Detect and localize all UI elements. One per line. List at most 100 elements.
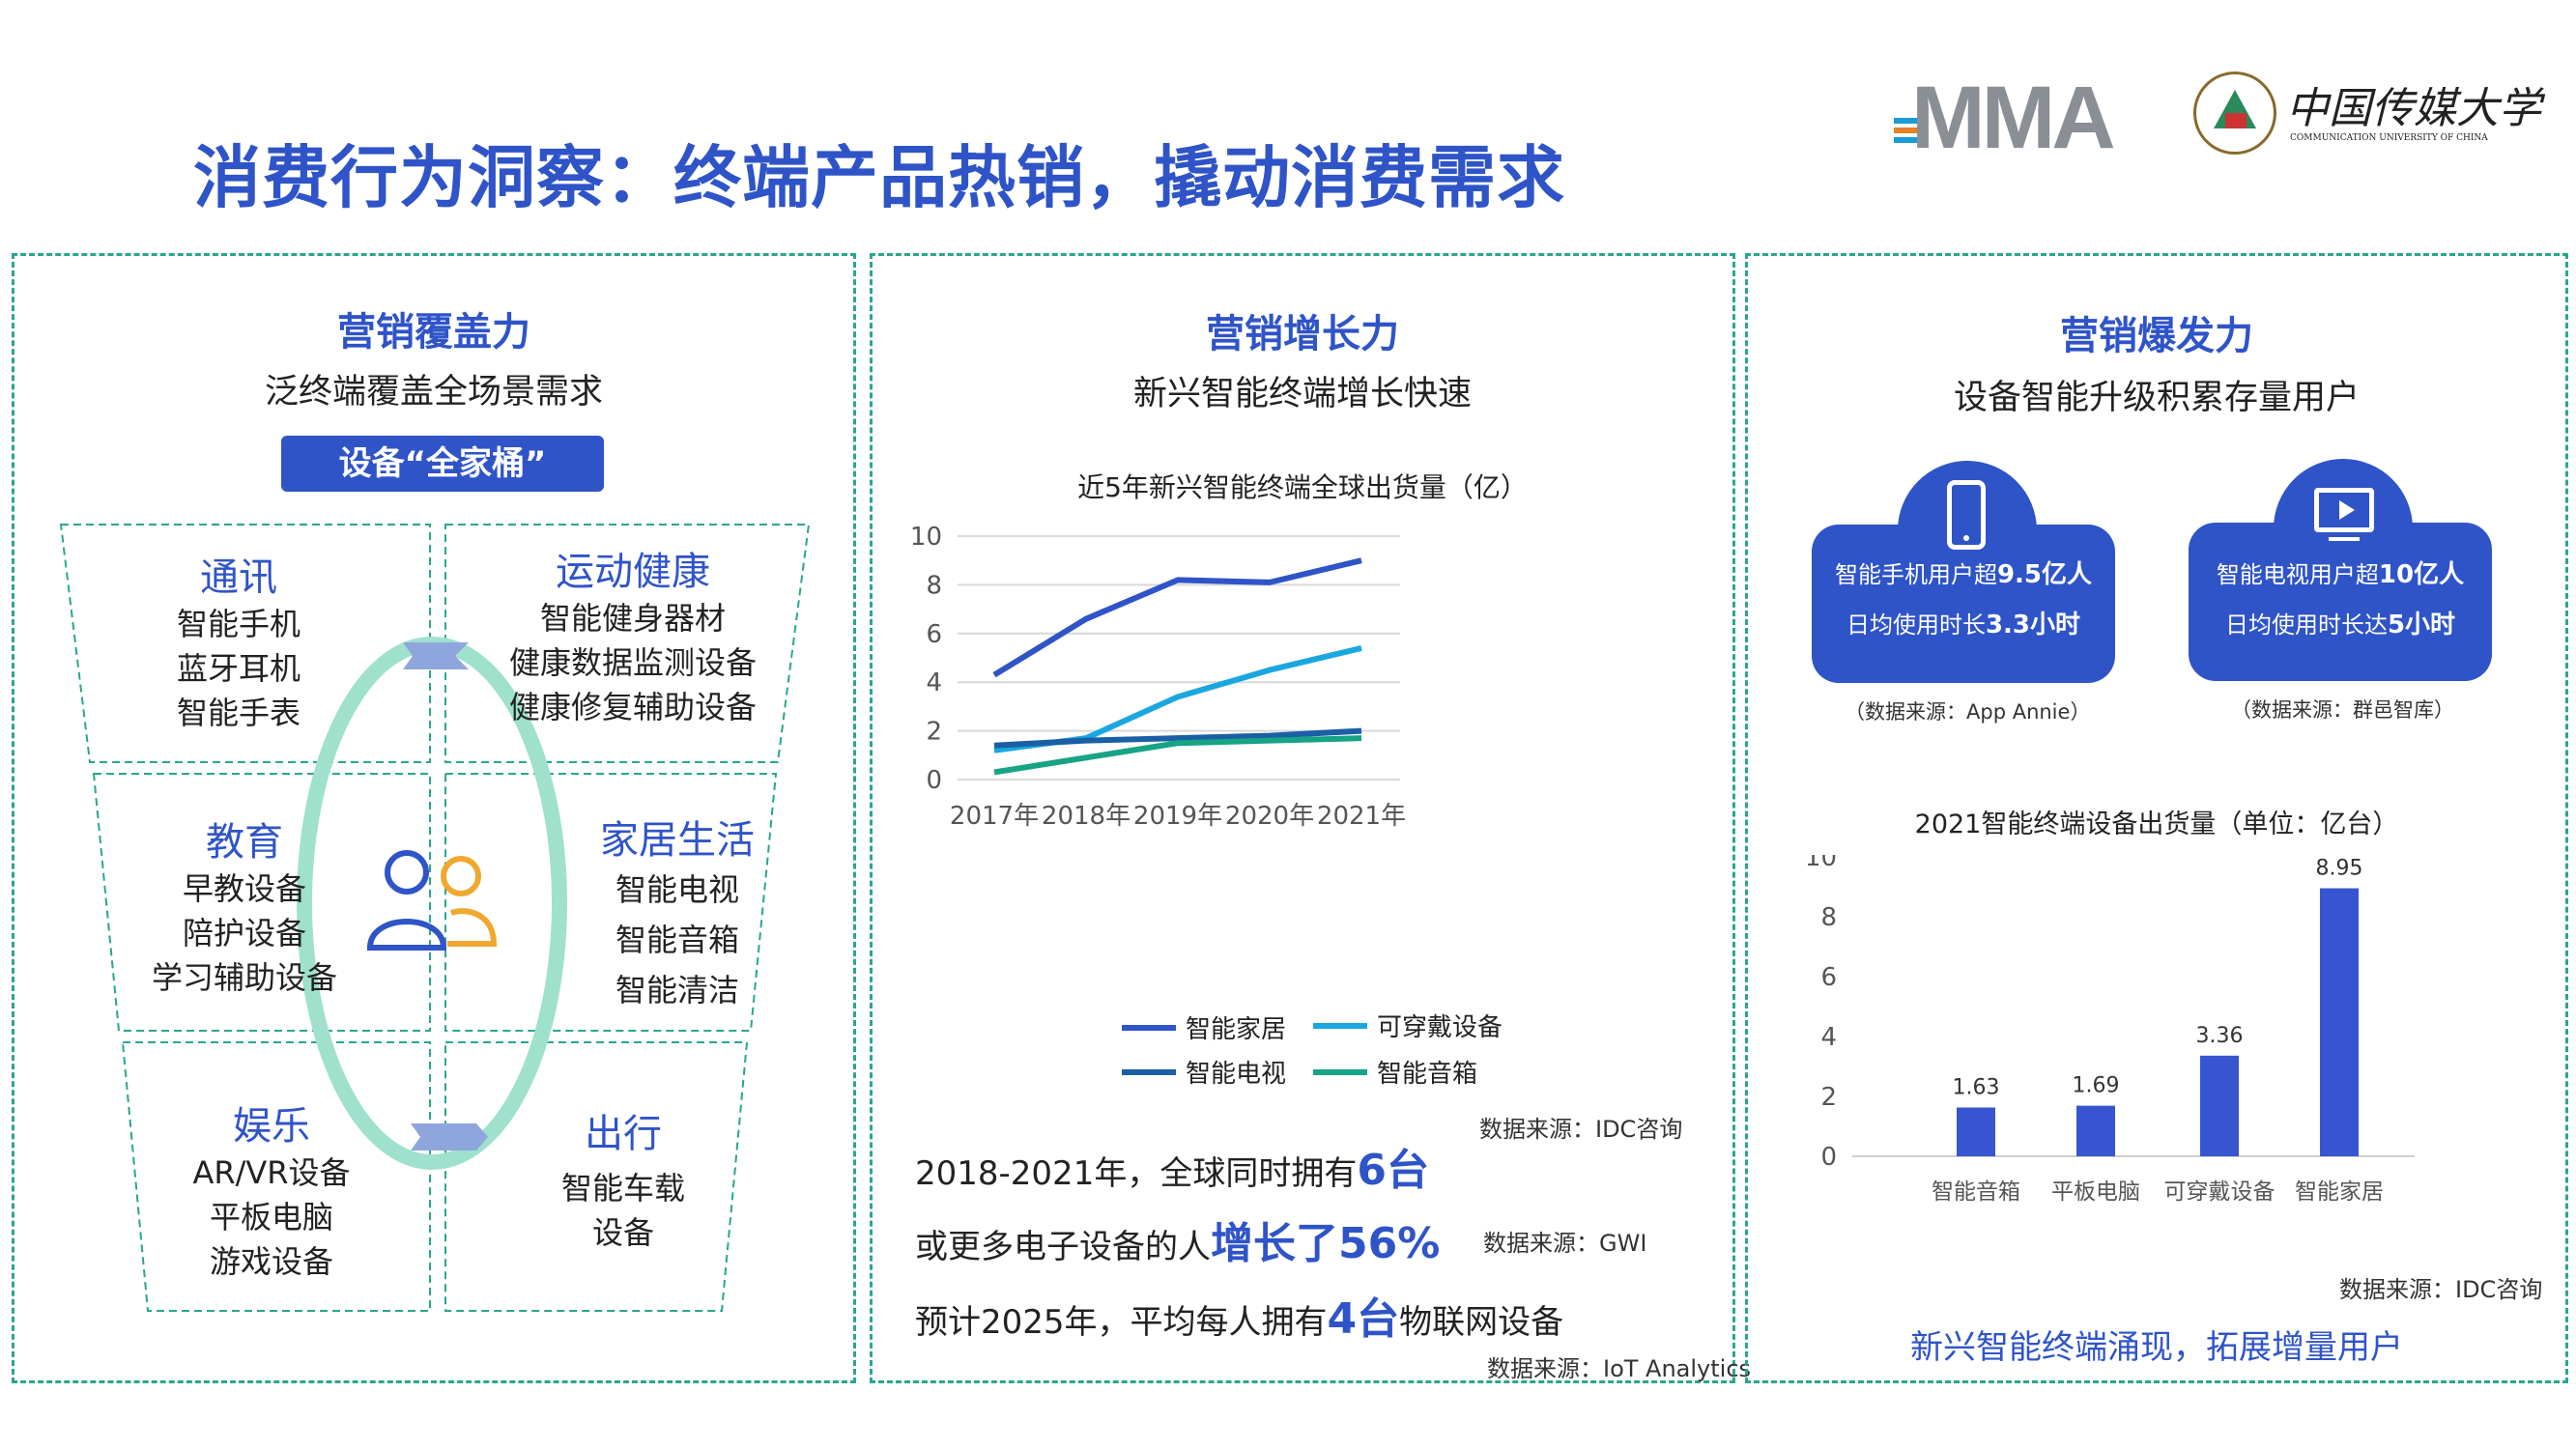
cell-frame-sport: [444, 524, 811, 763]
bar-chart-title: 2021智能终端设备出货量（单位：亿台）: [1914, 810, 2399, 839]
card2-line2: 日均使用时长达5小时: [2189, 600, 2492, 650]
y-tick-label: 2: [1820, 1083, 1837, 1112]
coverage-diagram: [59, 524, 811, 1312]
cell-sport-item: 智能健身器材: [539, 600, 726, 637]
x-tick-label: 智能家居: [2295, 1179, 2384, 1205]
legend-item: 可穿戴设备: [1313, 1008, 1503, 1043]
cell-frame-travel: [444, 1041, 749, 1312]
cell-ent-item: 游戏设备: [209, 1243, 333, 1280]
cell-sport-title: 运动健康: [556, 550, 710, 594]
cell-ent: 娱乐 AR/VR设备 平板电脑 游戏设备: [156, 1094, 387, 1284]
cuc-seal-icon: [2193, 71, 2276, 155]
growth-source-gwi: 数据来源：GWI: [1483, 1230, 1647, 1257]
cell-edu-item: 早教设备: [182, 870, 306, 907]
stat3-number: 4台: [1327, 1294, 1400, 1344]
card1-line1-num: 9.5亿人: [1996, 560, 2093, 589]
burst-footer: 新兴智能终端涌现，拓展增量用户: [1910, 1328, 2403, 1367]
card2-line1-text: 智能电视用户超: [2216, 561, 2379, 588]
card2-line2-text: 日均使用时长达: [2224, 611, 2388, 639]
legend-label: 智能电视: [1186, 1060, 1287, 1089]
cell-travel-item: 智能车载: [560, 1170, 685, 1207]
cell-comm-item: 蓝牙耳机: [176, 650, 301, 687]
cell-comm-item: 智能手机: [176, 606, 301, 642]
y-tick-label: 8: [1820, 903, 1837, 932]
stat-line-1: 2018-2021年，全球同时拥有6台: [915, 1135, 1429, 1197]
bar: [2320, 888, 2359, 1156]
cell-comm: 通讯 智能手机 蓝牙耳机 智能手表: [113, 546, 364, 735]
x-tick-label: 2020年: [1225, 802, 1314, 831]
cell-sport: 运动健康 智能健身器材 健康数据监测设备 健康修复辅助设备: [469, 540, 797, 729]
x-tick-label: 2021年: [1317, 802, 1406, 831]
card2-line1: 智能电视用户超10亿人: [2189, 523, 2492, 600]
card2-line2-num: 5小时: [2387, 611, 2456, 639]
card1-line2-text: 日均使用时长: [1846, 611, 1986, 639]
y-tick-label: 0: [926, 766, 942, 795]
x-tick-label: 平板电脑: [2051, 1179, 2140, 1205]
legend-swatch: [1313, 1022, 1367, 1029]
cell-comm-item: 智能手表: [176, 695, 301, 731]
bar-value-label: 8.95: [2316, 857, 2363, 881]
stat3-text-post: 物联网设备: [1399, 1303, 1564, 1342]
coverage-panel: 营销覆盖力 泛终端覆盖全场景需求 设备“全家桶” 通讯 智能手机 蓝牙耳机 智能…: [12, 253, 856, 1383]
legend-item: 智能音箱: [1313, 1054, 1477, 1090]
legend-item: 智能电视: [1122, 1054, 1286, 1090]
cuc-logo-cn: 中国传媒大学: [2286, 84, 2541, 133]
legend-label: 智能家居: [1186, 1015, 1287, 1044]
growth-source-idc: 数据来源：IDC咨询: [1479, 1116, 1683, 1143]
y-tick-label: 0: [1820, 1143, 1837, 1172]
coverage-tag: 设备“全家桶”: [281, 436, 604, 492]
y-tick-label: 8: [926, 571, 942, 600]
stat3-text: 预计2025年，平均每人拥有: [915, 1303, 1328, 1342]
card-smartphone: 智能手机用户超9.5亿人 日均使用时长3.3小时: [1812, 525, 2115, 683]
cell-ent-item: 平板电脑: [209, 1199, 333, 1236]
y-tick-label: 2: [926, 718, 942, 747]
line-chart-title: 近5年新兴智能终端全球出货量（亿）: [1077, 471, 1528, 503]
cell-sport-item: 健康修复辅助设备: [508, 689, 757, 725]
y-tick-label: 6: [1820, 963, 1837, 992]
cell-edu: 教育 早教设备 陪护设备 学习辅助设备: [129, 810, 360, 1000]
card2-source: （数据来源：群邑智库）: [2231, 698, 2454, 722]
legend-swatch: [1313, 1068, 1367, 1075]
line-chart: 0 2 4 6 8 10 2017年 2018年 2019年 2020年 2021年: [910, 523, 1406, 831]
coverage-subtitle: 泛终端覆盖全场景需求: [264, 373, 603, 412]
tv-play-icon: [2314, 488, 2374, 541]
burst-panel: 营销爆发力 设备智能升级积累存量用户 智能手机用户超9.5亿人 日均使用时长3.…: [1745, 253, 2568, 1383]
bar-value-label: 1.69: [2073, 1074, 2120, 1098]
x-tick-label: 2019年: [1133, 802, 1222, 831]
cell-home-title: 家居生活: [600, 818, 755, 863]
bar: [1957, 1107, 1995, 1156]
x-tick-label: 智能音箱: [1932, 1179, 2020, 1205]
burst-source-idc: 数据来源：IDC咨询: [2339, 1276, 2543, 1303]
legend-label: 可穿戴设备: [1377, 1013, 1503, 1042]
growth-panel: 营销增长力 新兴智能终端增长快速 近5年新兴智能终端全球出货量（亿） 0 2 4 6 8…: [870, 253, 1751, 1383]
cell-home-item: 智能清洁: [615, 972, 739, 1009]
legend-swatch: [1122, 1068, 1176, 1075]
cell-travel-title: 出行: [585, 1112, 662, 1156]
card1-line1: 智能手机用户超9.5亿人: [1812, 525, 2115, 600]
stat1-number: 6台: [1357, 1146, 1429, 1195]
cell-home-item: 智能音箱: [615, 922, 739, 958]
burst-title: 营销爆发力: [2060, 314, 2253, 358]
cell-edu-item: 学习辅助设备: [151, 959, 337, 996]
mma-logo-text: MMA: [1911, 69, 2116, 167]
series-line: [992, 557, 1362, 678]
cell-edu-item: 陪护设备: [182, 915, 306, 952]
cell-ent-title: 娱乐: [233, 1104, 310, 1149]
cell-frame-home: [444, 773, 778, 1032]
cell-sport-item: 健康数据监测设备: [508, 644, 757, 681]
page-title: 消费行为洞察：终端产品热销，撬动消费需求: [193, 138, 1565, 217]
cuc-logo: 中国传媒大学 COMMUNICATION UNIVERSITY OF CHINA: [2193, 68, 2541, 164]
stat2-text: 或更多电子设备的人: [915, 1228, 1211, 1266]
bar-value-label: 1.63: [1953, 1075, 2000, 1099]
stat2-number: 增长了56%: [1211, 1219, 1441, 1268]
y-tick-label: 10: [1805, 855, 1837, 872]
bar: [2200, 1055, 2239, 1156]
bar-value-label: 3.36: [2196, 1024, 2244, 1048]
series-line: [993, 735, 1362, 776]
x-tick-label: 可穿戴设备: [2164, 1179, 2275, 1205]
stat-line-2: 或更多电子设备的人增长了56%: [915, 1208, 1440, 1270]
legend-label: 智能音箱: [1377, 1060, 1478, 1089]
series-line: [993, 727, 1362, 749]
legend-item: 智能家居: [1122, 1009, 1286, 1045]
y-tick-label: 6: [926, 620, 942, 649]
